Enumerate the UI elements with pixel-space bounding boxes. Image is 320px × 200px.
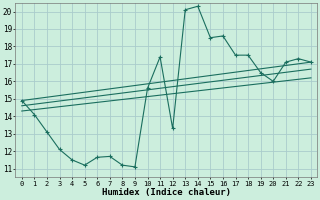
X-axis label: Humidex (Indice chaleur): Humidex (Indice chaleur)	[102, 188, 231, 197]
